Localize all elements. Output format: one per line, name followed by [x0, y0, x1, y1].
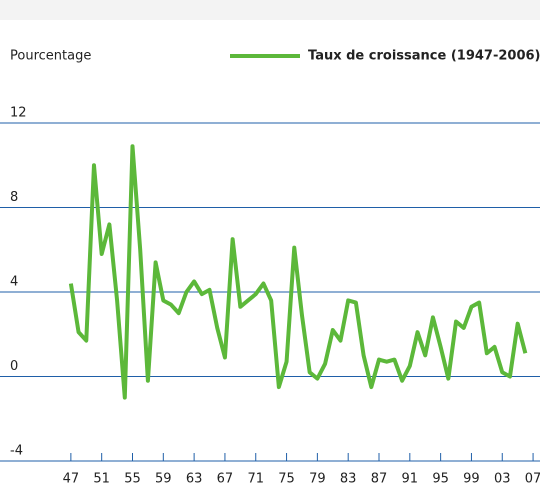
x-tick-label: 95	[432, 472, 449, 487]
x-tick-label: 91	[402, 472, 419, 487]
x-tick-label: 99	[463, 472, 480, 487]
x-tick-label: 51	[93, 472, 110, 487]
x-tick-label: 55	[124, 472, 141, 487]
y-axis-label: Pourcentage	[10, 49, 91, 64]
x-tick-label: 87	[371, 472, 388, 487]
x-tick-label: 79	[309, 472, 326, 487]
x-tick-label: 07	[525, 472, 540, 487]
x-tick-label: 75	[278, 472, 295, 487]
x-tick-label: 47	[63, 472, 80, 487]
y-tick-label: 4	[10, 275, 18, 290]
line-series	[68, 144, 528, 400]
top-band	[0, 0, 540, 20]
y-tick-label: 12	[10, 106, 27, 121]
x-tick-label: 03	[494, 472, 511, 487]
x-tick-label: 63	[186, 472, 203, 487]
x-tick-label: 83	[340, 472, 357, 487]
y-tick-label: -4	[10, 444, 23, 459]
x-tick-label: 59	[155, 472, 172, 487]
y-tick-label: 0	[10, 359, 18, 374]
y-tick-label: 8	[10, 190, 18, 205]
legend-label: Taux de croissance (1947-2006)	[308, 49, 540, 64]
x-tick-label: 71	[247, 472, 264, 487]
x-tick-label: 67	[217, 472, 234, 487]
